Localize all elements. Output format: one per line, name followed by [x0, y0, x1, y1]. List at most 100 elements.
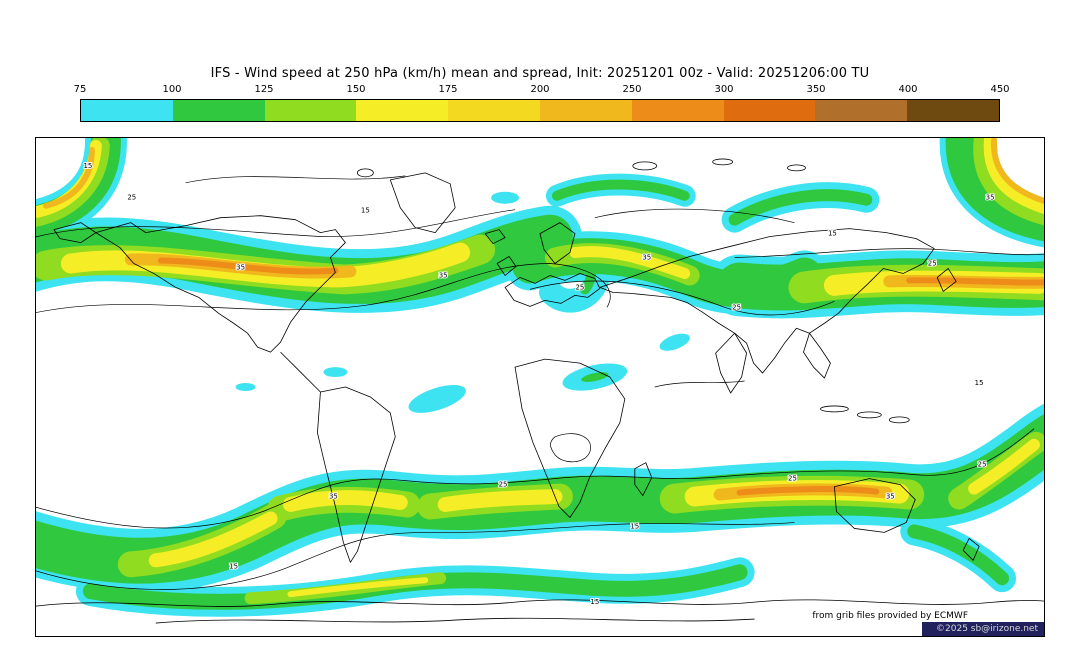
jet-core	[569, 246, 691, 279]
contour-label: 35	[642, 254, 651, 262]
colorbar-segment	[264, 100, 357, 121]
coast-new-zealand	[962, 537, 980, 561]
spread-contour	[36, 428, 1035, 529]
contour-label: 15	[828, 230, 837, 238]
spread-contour	[36, 209, 516, 238]
coastlines	[36, 158, 1044, 624]
jet-core	[283, 490, 408, 512]
spread-contour	[734, 248, 1044, 258]
coast-indonesia	[820, 405, 849, 413]
contour-label: 25	[788, 475, 797, 483]
coast-indonesia	[888, 416, 910, 424]
coast-arctic-island	[356, 168, 374, 178]
colorbar-segment	[539, 100, 632, 121]
colorbar-segment	[723, 100, 816, 121]
colorbar-segment	[631, 100, 724, 121]
colorbar: 75 100 125 150 175 200 250 300 350 400 450	[74, 84, 1010, 122]
wind-patch	[491, 191, 520, 204]
coast-arctic-island	[632, 161, 658, 171]
jet-max	[906, 277, 1044, 286]
contour-label: 25	[127, 194, 136, 202]
spread-contour	[550, 433, 591, 463]
colorbar-segment	[356, 100, 449, 121]
contour-label: 25	[978, 461, 987, 469]
colorbar-ticks: 75 100 125 150 175 200 250 300 350 400 450	[74, 84, 1010, 98]
coast-madagascar	[634, 462, 653, 496]
jet-core	[437, 489, 563, 512]
jet-core	[287, 577, 429, 598]
jet-band	[82, 564, 748, 610]
coast-europe	[504, 273, 601, 307]
wind-speed-bands	[36, 138, 1044, 617]
coast-arctic-island	[787, 164, 806, 172]
wind-patch	[659, 333, 690, 351]
colorbar-segment	[815, 100, 908, 121]
contour-label: 35	[329, 493, 338, 501]
colorbar-tick: 400	[898, 84, 918, 95]
wind-patch	[323, 367, 348, 378]
colorbar-tick: 250	[622, 84, 642, 95]
contour-label: 15	[630, 522, 639, 530]
contour-label: 15	[975, 379, 984, 387]
contour-label: 25	[575, 283, 584, 291]
jet-max	[991, 138, 1044, 205]
coast-south-america	[317, 386, 396, 563]
jet-core	[968, 438, 1041, 495]
spread-contour	[36, 263, 611, 313]
coast-japan	[936, 268, 957, 292]
world-map: 15 25 35 15 35 25 35 25 15 25 35 15 35 25 15 25 35 15 25 15…	[35, 137, 1045, 637]
chart-title: IFS - Wind speed at 250 hPa (km/h) mean …	[210, 66, 870, 81]
spread-contours	[36, 175, 1044, 590]
jet-max	[157, 257, 339, 275]
contour-label: 35	[886, 493, 895, 501]
coast-scandinavia	[539, 222, 576, 264]
colorbar-tick: 200	[530, 84, 550, 95]
coast-indonesia	[856, 411, 882, 419]
map-canvas: 15 25 35 15 35 25 35 25 15 25 35 15 35 25 15 25 35 15 25 15	[36, 138, 1044, 624]
jet-core	[973, 138, 1044, 226]
contour-label: 25	[499, 481, 508, 489]
coast-uk	[496, 256, 517, 276]
jet-max	[736, 486, 880, 496]
colorbar-gradient	[80, 99, 1000, 122]
contour-label: 15	[361, 207, 370, 215]
contour-label: 15	[229, 562, 238, 570]
jet-band	[551, 179, 690, 201]
jet-core	[983, 138, 1044, 215]
contour-label: 35	[986, 194, 995, 202]
contour-label: 35	[236, 263, 245, 271]
coast-alaska	[53, 222, 97, 243]
spread-contour	[36, 522, 795, 590]
coast-asia	[599, 228, 935, 374]
coast-australia	[834, 478, 916, 533]
contour-label: 35	[439, 271, 448, 279]
coast-india	[715, 332, 747, 394]
wind-patch	[581, 372, 609, 382]
colorbar-segment	[907, 100, 999, 121]
colorbar-segment	[81, 100, 173, 121]
coast-iceland	[484, 229, 506, 244]
spread-contour	[654, 380, 745, 388]
jet-core	[148, 511, 278, 568]
jet-band	[728, 189, 873, 226]
colorbar-tick: 450	[990, 84, 1010, 95]
colorbar-tick: 175	[438, 84, 458, 95]
colorbar-tick: 150	[346, 84, 366, 95]
coast-greenland	[389, 172, 456, 234]
coast-arctic-island	[712, 158, 734, 166]
contour-labels: 15 25 35 15 35 25 35 25 15 25 35 15 35 25 15 25 35 15 25 15	[82, 161, 995, 607]
colorbar-tick: 75	[73, 84, 87, 95]
contour-label: 25	[732, 303, 741, 311]
wind-patch	[408, 385, 466, 413]
colorbar-segment	[172, 100, 265, 121]
coast-southeast-asia	[803, 332, 831, 379]
contour-label: 25	[928, 259, 937, 267]
coast-antarctica	[155, 617, 755, 624]
copyright-badge: ©2025 sb@irizone.net	[922, 622, 1044, 636]
spread-contour	[594, 208, 795, 223]
spread-contour	[185, 175, 406, 184]
contour-label: 15	[83, 162, 92, 170]
wind-patch	[235, 383, 256, 391]
spread-contour	[529, 280, 835, 316]
colorbar-tick: 350	[806, 84, 826, 95]
